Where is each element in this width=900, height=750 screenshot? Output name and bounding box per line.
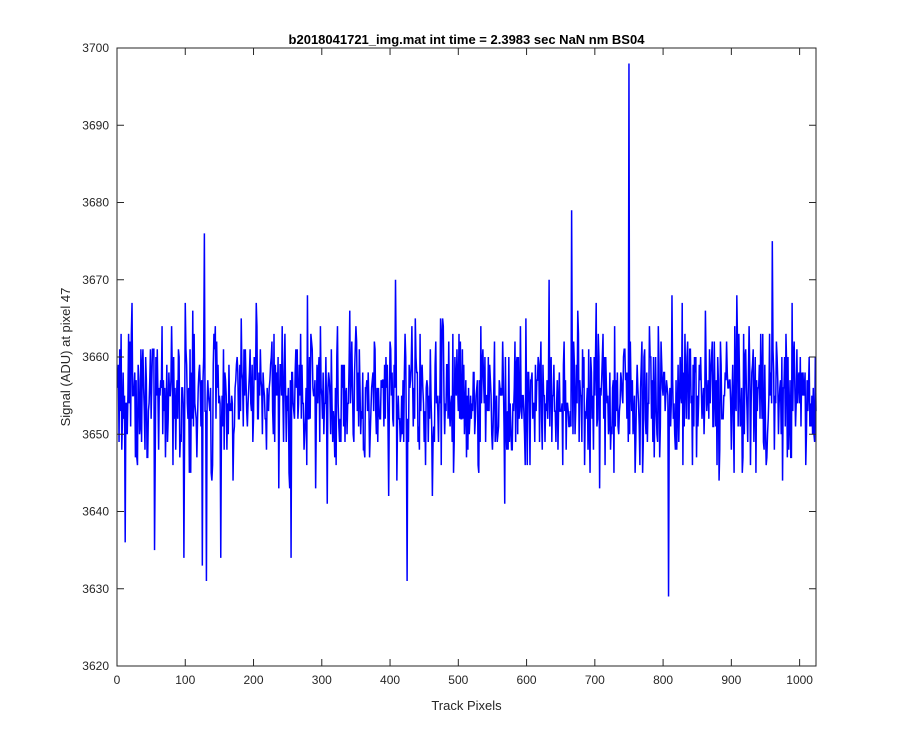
signal-series-line [116,63,817,597]
x-tick-label: 100 [175,673,195,687]
x-tick-label: 200 [244,673,264,687]
x-axis-label: Track Pixels [431,698,502,713]
ticks-layer: 0 100 200 300 400 500 600 700 800 900 1000 3620 3630… [82,41,816,687]
chart-title: b2018041721_img.mat int time = 2.3983 se… [289,32,646,47]
x-tick-label: 1000 [786,673,813,687]
y-tick-label: 3630 [82,582,109,596]
series-layer [116,63,817,597]
y-tick-label: 3620 [82,659,109,673]
y-tick-label: 3660 [82,350,109,364]
y-axis-label: Signal (ADU) at pixel 47 [58,288,73,427]
x-tick-label: 500 [448,673,468,687]
x-tick-label: 700 [585,673,605,687]
y-tick-label: 3640 [82,505,109,519]
y-tick-label: 3690 [82,118,109,132]
x-tick-label: 400 [380,673,400,687]
y-tick-label: 3670 [82,273,109,287]
x-tick-label: 800 [653,673,673,687]
x-tick-label: 0 [114,673,121,687]
x-tick-label: 600 [517,673,537,687]
x-tick-label: 300 [312,673,332,687]
y-tick-label: 3650 [82,427,109,441]
y-tick-label: 3680 [82,196,109,210]
x-tick-label: 900 [721,673,741,687]
plot-area [117,48,816,666]
y-tick-label: 3700 [82,41,109,55]
